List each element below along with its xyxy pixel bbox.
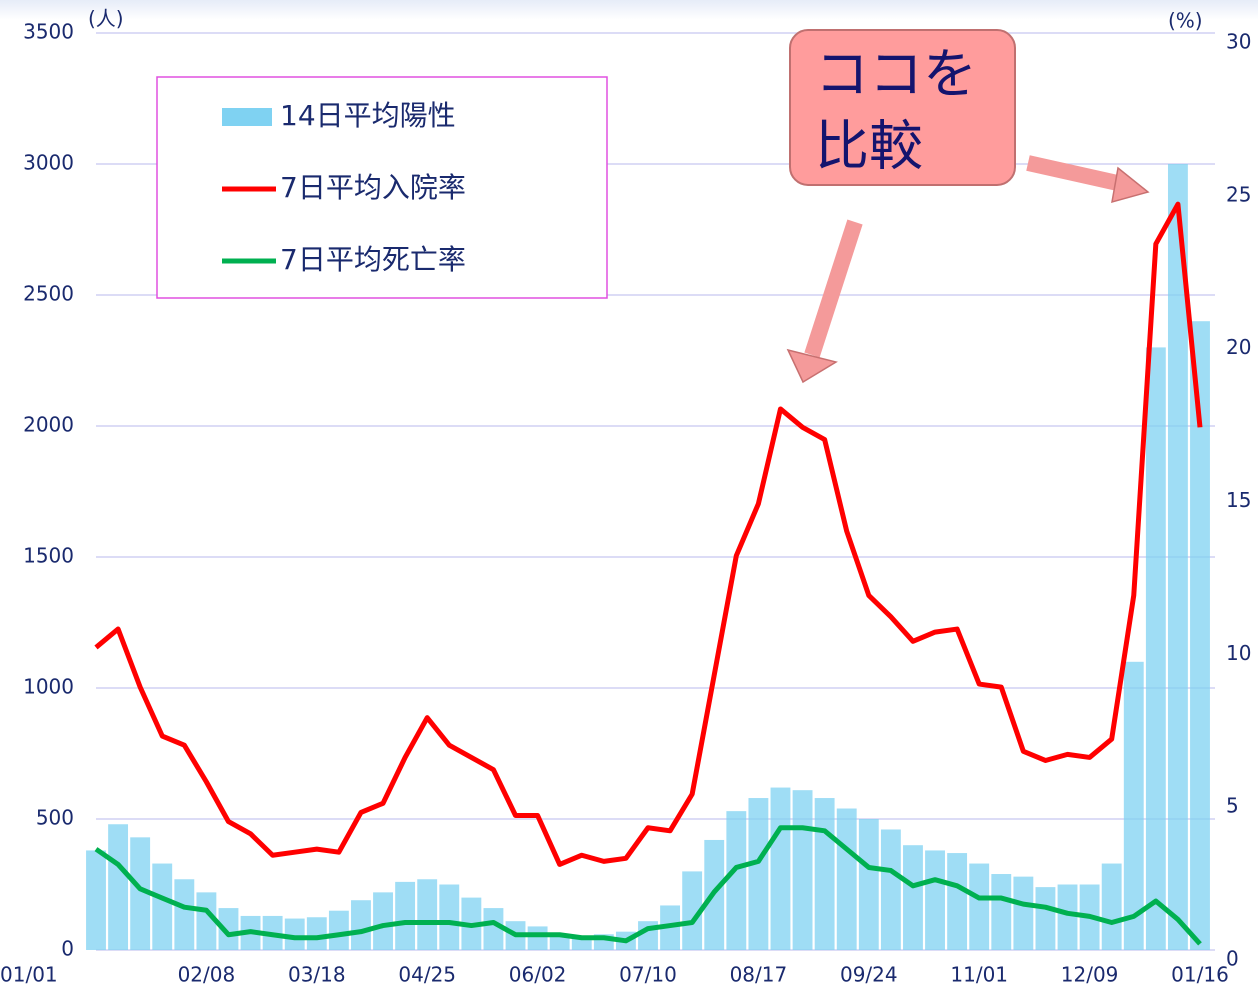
arrow-head bbox=[786, 348, 838, 384]
arrow bbox=[804, 219, 863, 358]
bar bbox=[328, 910, 349, 950]
bar bbox=[86, 850, 106, 950]
bar bbox=[373, 892, 393, 950]
bar bbox=[417, 879, 438, 950]
bar bbox=[726, 811, 747, 950]
y-tick-label: 2000 bbox=[23, 413, 74, 437]
callout-box bbox=[789, 29, 1016, 186]
y2-tick-label: 25 bbox=[1226, 182, 1251, 206]
bar bbox=[527, 926, 548, 950]
bar bbox=[1190, 321, 1210, 950]
x-tick-label: 08/17 bbox=[730, 963, 788, 987]
y-tick-label: 1500 bbox=[23, 544, 74, 568]
legend-label: 7日平均入院率 bbox=[280, 171, 466, 204]
line bbox=[94, 825, 1202, 946]
bar bbox=[858, 819, 879, 950]
bar bbox=[351, 900, 371, 950]
x-tick-label: 06/02 bbox=[509, 963, 567, 987]
bar bbox=[836, 808, 857, 950]
legend-swatch bbox=[222, 108, 272, 126]
x-tick-label: 11/01 bbox=[950, 963, 1008, 987]
bar bbox=[991, 874, 1012, 950]
bar bbox=[947, 853, 968, 950]
annotation: ココを bbox=[815, 43, 977, 106]
bar bbox=[284, 918, 305, 950]
x-tick-label: 09/24 bbox=[840, 963, 898, 987]
legend: 14日平均陽性 7日平均入院率 7日平均死亡率 bbox=[156, 76, 608, 299]
y-unit: (人) bbox=[88, 7, 124, 31]
bar bbox=[196, 892, 217, 950]
bar bbox=[1035, 887, 1056, 950]
bar bbox=[306, 917, 327, 950]
bar bbox=[748, 798, 769, 950]
x-tick-label: 04/25 bbox=[398, 963, 456, 987]
y2-tick-label: 20 bbox=[1226, 335, 1251, 359]
bar bbox=[682, 871, 703, 950]
x-tick-label: 03/18 bbox=[288, 963, 346, 987]
callout: ココを 比較 bbox=[786, 29, 1150, 384]
bar bbox=[130, 837, 151, 950]
bar bbox=[1057, 884, 1078, 950]
x-tick-label: 01/01 bbox=[0, 963, 58, 987]
y2-unit: (%) bbox=[1168, 9, 1203, 33]
y2-tick-label: 0 bbox=[1226, 947, 1239, 971]
bar bbox=[439, 884, 460, 950]
bar bbox=[108, 824, 129, 950]
y-tick-label: 3500 bbox=[23, 20, 74, 44]
arrow bbox=[1026, 155, 1124, 192]
bar bbox=[1145, 347, 1166, 950]
bar bbox=[218, 908, 239, 950]
bar bbox=[152, 863, 173, 950]
x-tick-label: 01/16 bbox=[1171, 963, 1229, 987]
legend-label: 14日平均陽性 bbox=[280, 99, 456, 132]
x-tick-label: 12/09 bbox=[1061, 963, 1119, 987]
bar bbox=[770, 787, 791, 950]
bar bbox=[549, 934, 570, 950]
bar bbox=[483, 908, 504, 950]
bar bbox=[1101, 863, 1122, 950]
bar bbox=[814, 798, 835, 950]
annotation: 比較 bbox=[815, 115, 923, 178]
legend-label: 7日平均死亡率 bbox=[280, 243, 466, 276]
y-tick-label: 500 bbox=[36, 806, 74, 830]
bar bbox=[1167, 164, 1188, 950]
y-tick-label: 3000 bbox=[23, 151, 74, 175]
bar bbox=[880, 829, 901, 950]
x-tick-label: 07/10 bbox=[619, 963, 677, 987]
y-tick-label: 0 bbox=[61, 937, 74, 961]
bar bbox=[903, 845, 923, 950]
y2-tick-label: 5 bbox=[1226, 794, 1239, 818]
y2-tick-label: 30 bbox=[1226, 30, 1251, 54]
y2-tick-label: 15 bbox=[1226, 488, 1251, 512]
arrow-head bbox=[1111, 166, 1150, 204]
y2-tick-label: 10 bbox=[1226, 641, 1251, 665]
line bbox=[94, 201, 1203, 867]
x-tick-label: 02/08 bbox=[178, 963, 236, 987]
bar bbox=[395, 881, 416, 950]
bar bbox=[174, 879, 195, 950]
bar bbox=[1123, 661, 1144, 950]
bar bbox=[925, 850, 945, 950]
bar bbox=[1013, 876, 1034, 950]
bar bbox=[969, 863, 990, 950]
bar bbox=[792, 790, 813, 950]
y-tick-label: 1000 bbox=[23, 675, 74, 699]
y-tick-label: 2500 bbox=[23, 282, 74, 306]
